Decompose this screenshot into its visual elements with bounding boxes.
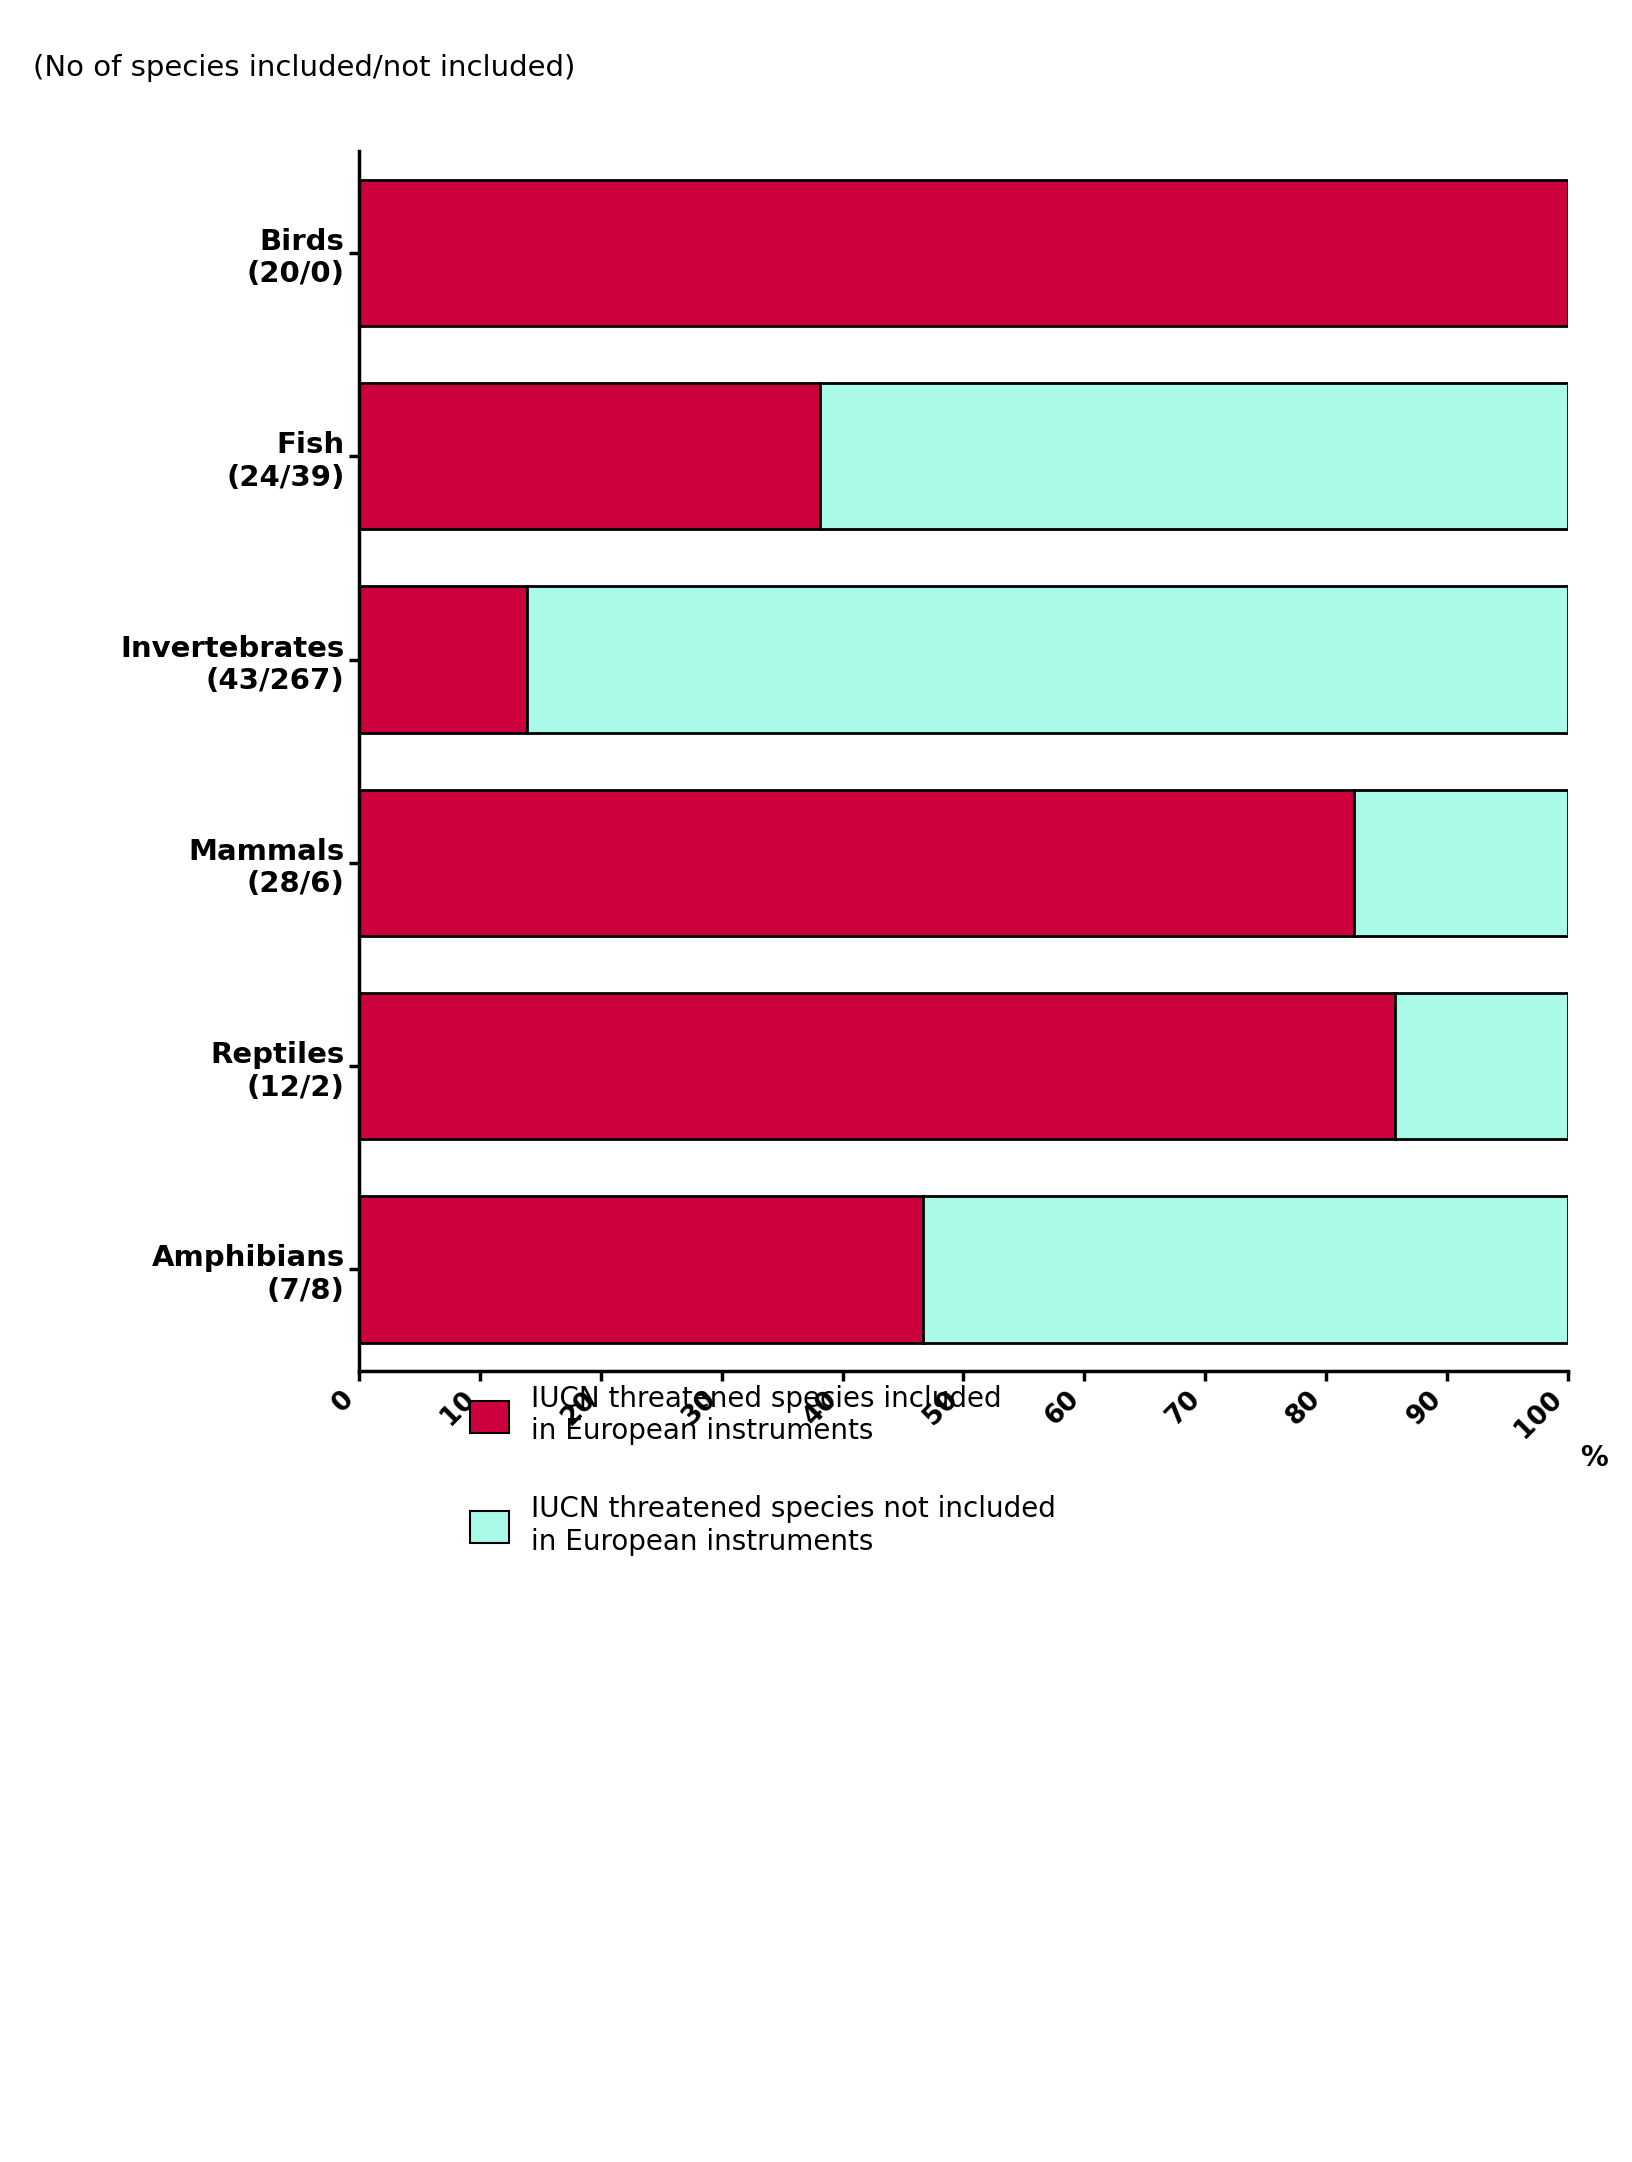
Bar	[359, 789, 1353, 936]
Bar	[819, 383, 1567, 530]
Text: %: %	[1578, 1444, 1606, 1472]
Bar	[1394, 992, 1567, 1139]
Bar	[359, 179, 1567, 326]
Bar	[359, 992, 1394, 1139]
Bar	[1353, 789, 1567, 936]
Bar	[359, 383, 819, 530]
Bar	[359, 586, 527, 733]
Legend: IUCN threatened species included
in European instruments, IUCN threatened specie: IUCN threatened species included in Euro…	[470, 1386, 1056, 1557]
Text: (No of species included/not included): (No of species included/not included)	[33, 54, 574, 82]
Bar	[922, 1196, 1567, 1343]
Bar	[359, 1196, 922, 1343]
Bar	[527, 586, 1567, 733]
